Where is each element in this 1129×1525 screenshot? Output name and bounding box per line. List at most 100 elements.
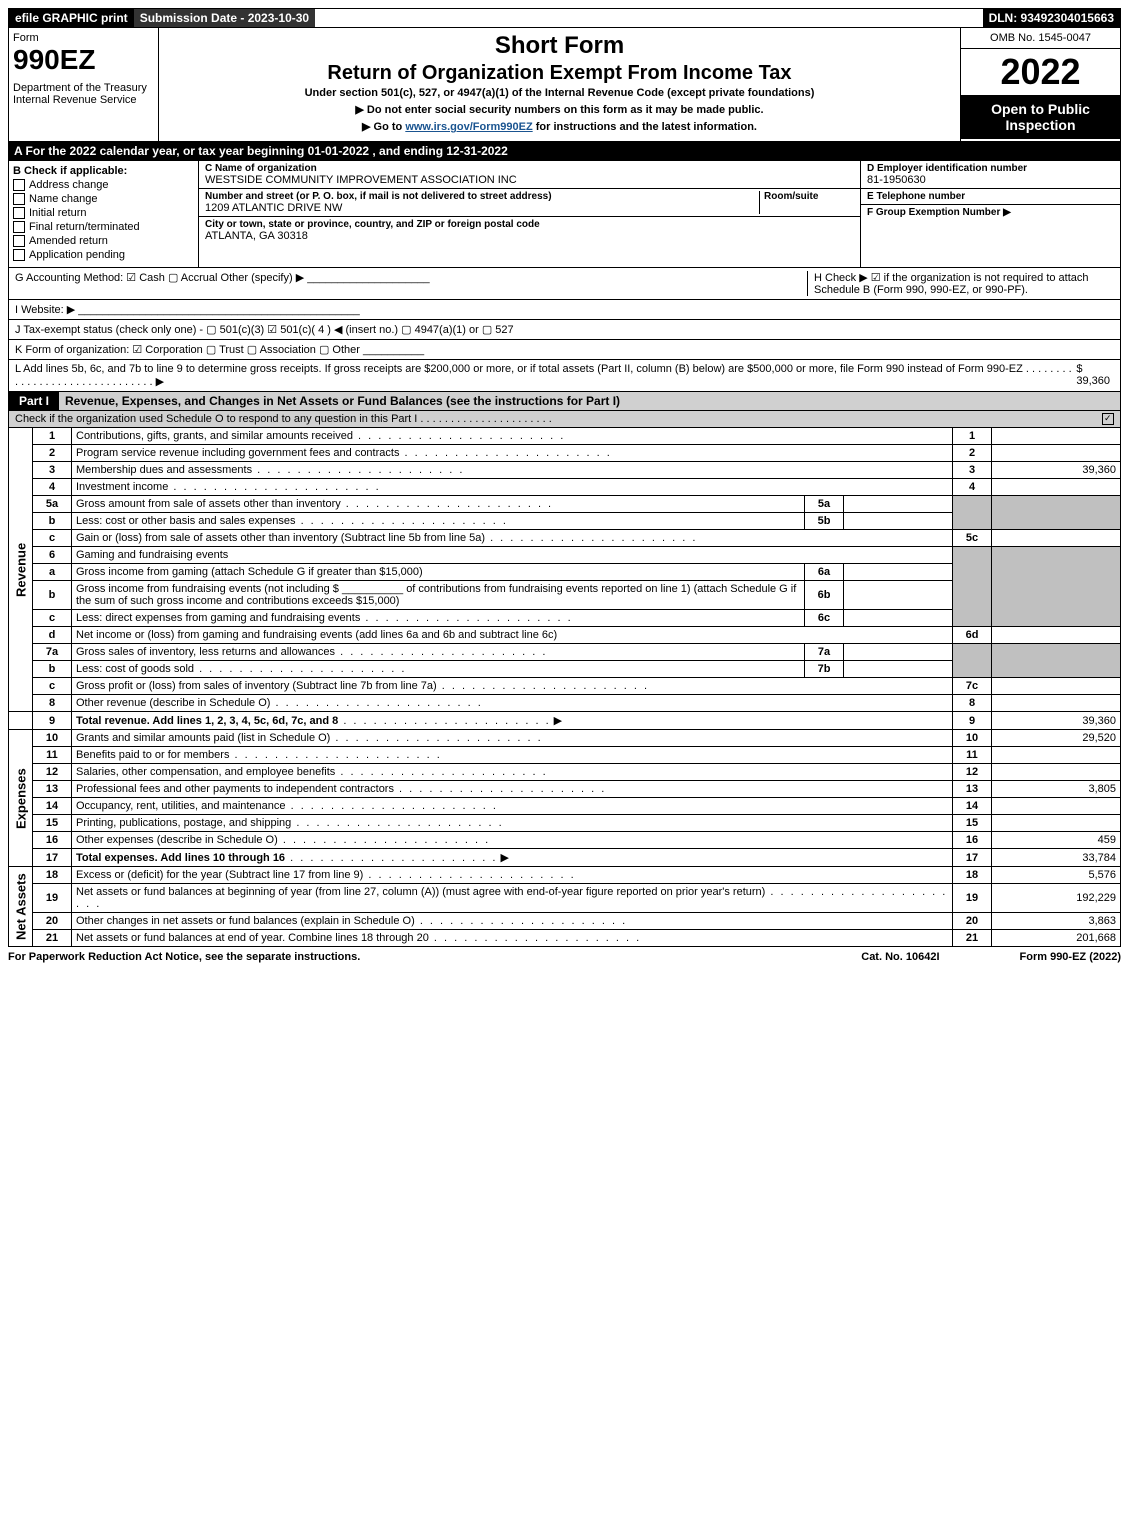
ssn-warning: ▶ Do not enter social security numbers o…: [167, 103, 952, 116]
line-11-row: 11 Benefits paid to or for members 11: [9, 747, 1121, 764]
line-11-val: [992, 747, 1121, 764]
line-8-row: 8 Other revenue (describe in Schedule O)…: [9, 695, 1121, 712]
line-14-val: [992, 798, 1121, 815]
line-9-row: 9 Total revenue. Add lines 1, 2, 3, 4, 5…: [9, 712, 1121, 730]
line-6c-val: [844, 610, 953, 627]
line-18-row: Net Assets 18 Excess or (deficit) for th…: [9, 867, 1121, 884]
line-3-val: 39,360: [992, 462, 1121, 479]
org-name: WESTSIDE COMMUNITY IMPROVEMENT ASSOCIATI…: [205, 174, 854, 186]
line-12-desc: Salaries, other compensation, and employ…: [76, 766, 335, 778]
ein-label: D Employer identification number: [867, 163, 1114, 174]
gross-receipts-row: L Add lines 5b, 6c, and 7b to line 9 to …: [8, 360, 1121, 392]
tax-year: 2022: [961, 49, 1120, 95]
part-1-sub-text: Check if the organization used Schedule …: [15, 413, 552, 425]
line-7c-desc: Gross profit or (loss) from sales of inv…: [76, 680, 437, 692]
section-a: A For the 2022 calendar year, or tax yea…: [8, 142, 1121, 160]
line-9-val: 39,360: [992, 712, 1121, 730]
line-5b-desc: Less: cost or other basis and sales expe…: [76, 515, 296, 527]
line-6d-desc: Net income or (loss) from gaming and fun…: [76, 629, 557, 641]
line-13-val: 3,805: [992, 781, 1121, 798]
line-21-val: 201,668: [992, 930, 1121, 947]
group-exemption-label: F Group Exemption Number ▶: [867, 207, 1114, 218]
line-4-desc: Investment income: [76, 481, 168, 493]
city-label: City or town, state or province, country…: [205, 219, 854, 230]
line-11-desc: Benefits paid to or for members: [76, 749, 229, 761]
line-10-desc: Grants and similar amounts paid (list in…: [76, 732, 330, 744]
line-16-desc: Other expenses (describe in Schedule O): [76, 834, 278, 846]
line-14-desc: Occupancy, rent, utilities, and maintena…: [76, 800, 286, 812]
line-12-val: [992, 764, 1121, 781]
part-1-table: Revenue 1 Contributions, gifts, grants, …: [8, 427, 1121, 947]
line-18-val: 5,576: [992, 867, 1121, 884]
line-20-val: 3,863: [992, 913, 1121, 930]
expenses-label: Expenses: [9, 730, 33, 867]
omb-number: OMB No. 1545-0047: [961, 28, 1120, 49]
line-16-val: 459: [992, 832, 1121, 849]
form-header: Form 990EZ Department of the Treasury In…: [8, 28, 1121, 142]
section-b: B Check if applicable: Address change Na…: [9, 161, 199, 267]
schedule-o-check[interactable]: [1102, 413, 1114, 425]
line-19-row: 19 Net assets or fund balances at beginn…: [9, 884, 1121, 913]
submission-date: Submission Date - 2023-10-30: [134, 9, 315, 27]
line-6b-val: [844, 581, 953, 610]
line-7b-val: [844, 661, 953, 678]
section-def: D Employer identification number 81-1950…: [860, 161, 1120, 267]
section-c: C Name of organization WESTSIDE COMMUNIT…: [199, 161, 860, 267]
check-amended-return[interactable]: Amended return: [13, 235, 194, 247]
line-17-val: 33,784: [992, 849, 1121, 867]
section-b-label: B Check if applicable:: [13, 165, 194, 177]
line-8-desc: Other revenue (describe in Schedule O): [76, 697, 270, 709]
street-address: 1209 ATLANTIC DRIVE NW: [205, 202, 759, 214]
check-name-change[interactable]: Name change: [13, 193, 194, 205]
short-form-title: Short Form: [167, 32, 952, 60]
website-row: I Website: ▶ ___________________________…: [8, 300, 1121, 320]
line-5a-row: 5a Gross amount from sale of assets othe…: [9, 496, 1121, 513]
line-1-row: Revenue 1 Contributions, gifts, grants, …: [9, 428, 1121, 445]
phone-label: E Telephone number: [867, 191, 1114, 202]
line-7b-desc: Less: cost of goods sold: [76, 663, 194, 675]
revenue-label: Revenue: [9, 428, 33, 712]
line-8-val: [992, 695, 1121, 712]
line-6-desc: Gaming and fundraising events: [76, 549, 228, 561]
line-6-row: 6 Gaming and fundraising events: [9, 547, 1121, 564]
check-final-return[interactable]: Final return/terminated: [13, 221, 194, 233]
part-1-sub: Check if the organization used Schedule …: [8, 411, 1121, 427]
line-19-val: 192,229: [992, 884, 1121, 913]
top-bar: efile GRAPHIC print Submission Date - 20…: [8, 8, 1121, 28]
check-address-change[interactable]: Address change: [13, 179, 194, 191]
room-label: Room/suite: [764, 191, 854, 202]
line-18-desc: Excess or (deficit) for the year (Subtra…: [76, 869, 363, 881]
check-initial-return[interactable]: Initial return: [13, 207, 194, 219]
form-of-organization: K Form of organization: ☑ Corporation ▢ …: [8, 340, 1121, 360]
part-1-header: Part I Revenue, Expenses, and Changes in…: [8, 392, 1121, 411]
form-number: 990EZ: [13, 44, 154, 76]
line-6a-val: [844, 564, 953, 581]
department: Department of the Treasury Internal Reve…: [13, 82, 154, 106]
line-3-desc: Membership dues and assessments: [76, 464, 252, 476]
form-version: Form 990-EZ (2022): [1020, 951, 1121, 963]
line-13-row: 13 Professional fees and other payments …: [9, 781, 1121, 798]
line-5b-val: [844, 513, 953, 530]
irs-link[interactable]: www.irs.gov/Form990EZ: [405, 121, 532, 133]
line-5c-row: c Gain or (loss) from sale of assets oth…: [9, 530, 1121, 547]
instr2-post: for instructions and the latest informat…: [533, 121, 757, 133]
line-10-row: Expenses 10 Grants and similar amounts p…: [9, 730, 1121, 747]
gross-receipts-amount: $ 39,360: [1076, 363, 1114, 388]
line-5a-val: [844, 496, 953, 513]
line-10-val: 29,520: [992, 730, 1121, 747]
line-3-row: 3 Membership dues and assessments 3 39,3…: [9, 462, 1121, 479]
line-21-row: 21 Net assets or fund balances at end of…: [9, 930, 1121, 947]
goto-instruction: ▶ Go to www.irs.gov/Form990EZ for instru…: [167, 120, 952, 133]
check-application-pending[interactable]: Application pending: [13, 249, 194, 261]
subtitle: Under section 501(c), 527, or 4947(a)(1)…: [167, 87, 952, 99]
netassets-label: Net Assets: [9, 867, 33, 947]
line-6d-val: [992, 627, 1121, 644]
dln-number: DLN: 93492304015663: [983, 9, 1120, 27]
part-1-label: Part I: [9, 392, 59, 410]
line-7c-row: c Gross profit or (loss) from sales of i…: [9, 678, 1121, 695]
line-2-val: [992, 445, 1121, 462]
instr2-pre: ▶ Go to: [362, 121, 405, 133]
open-public-badge: Open to Public Inspection: [961, 95, 1120, 139]
tax-exempt-status: J Tax-exempt status (check only one) - ▢…: [8, 320, 1121, 340]
return-title: Return of Organization Exempt From Incom…: [167, 62, 952, 85]
